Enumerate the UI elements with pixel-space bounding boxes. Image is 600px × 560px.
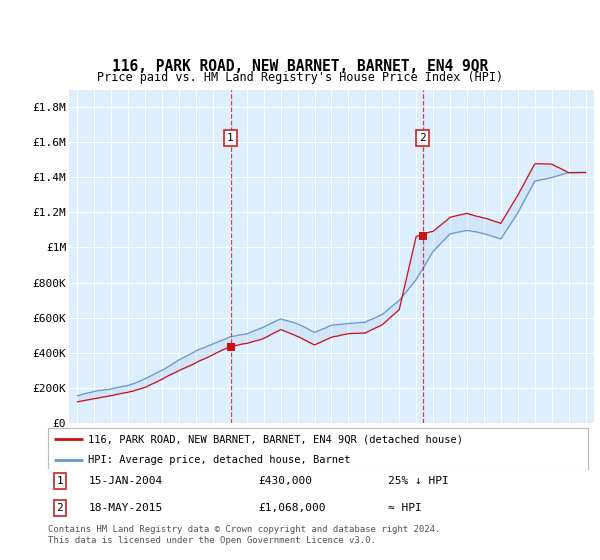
Text: Price paid vs. HM Land Registry's House Price Index (HPI): Price paid vs. HM Land Registry's House …: [97, 71, 503, 84]
Text: £430,000: £430,000: [259, 476, 313, 486]
Text: 116, PARK ROAD, NEW BARNET, BARNET, EN4 9QR (detached house): 116, PARK ROAD, NEW BARNET, BARNET, EN4 …: [89, 435, 464, 444]
Text: 25% ↓ HPI: 25% ↓ HPI: [388, 476, 449, 486]
Text: 2: 2: [56, 503, 63, 513]
Text: Contains HM Land Registry data © Crown copyright and database right 2024.
This d: Contains HM Land Registry data © Crown c…: [48, 525, 440, 545]
Text: 1: 1: [56, 476, 63, 486]
Text: 18-MAY-2015: 18-MAY-2015: [89, 503, 163, 513]
Text: 116, PARK ROAD, NEW BARNET, BARNET, EN4 9QR: 116, PARK ROAD, NEW BARNET, BARNET, EN4 …: [112, 59, 488, 74]
Text: 1: 1: [227, 133, 234, 143]
Text: 2: 2: [419, 133, 426, 143]
Text: 15-JAN-2004: 15-JAN-2004: [89, 476, 163, 486]
Text: £1,068,000: £1,068,000: [259, 503, 326, 513]
Text: HPI: Average price, detached house, Barnet: HPI: Average price, detached house, Barn…: [89, 455, 351, 465]
Text: ≈ HPI: ≈ HPI: [388, 503, 422, 513]
